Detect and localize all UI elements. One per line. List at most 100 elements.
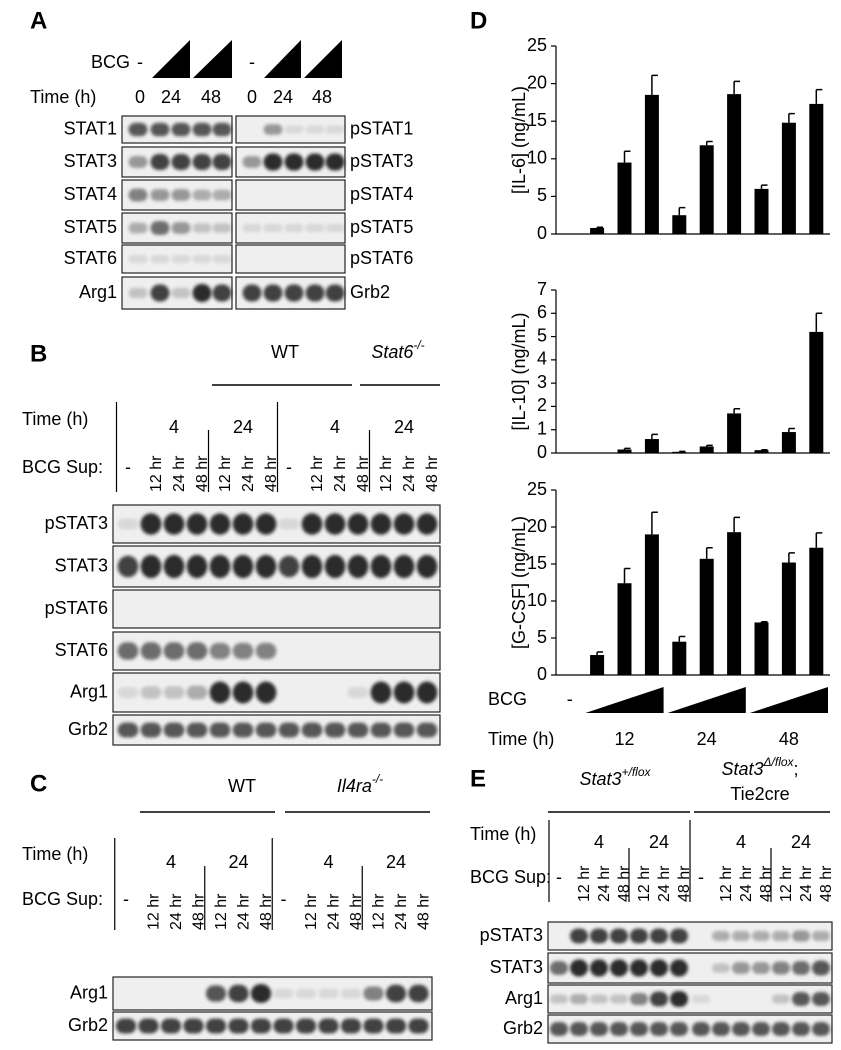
band — [370, 681, 392, 704]
lane-label: - — [281, 889, 287, 909]
band — [232, 513, 254, 535]
group-label: Stat6-/- — [371, 338, 424, 362]
y-axis-label: [IL-10] (ng/mL) — [509, 312, 529, 430]
error-bar — [651, 433, 658, 440]
band — [171, 154, 191, 170]
error-bar — [733, 516, 741, 533]
lane-label: 48 hr — [676, 865, 693, 902]
blot-label: STAT5 — [64, 217, 117, 237]
band — [232, 681, 254, 704]
lane-label: 24 hr — [738, 865, 755, 902]
group-label: WT — [271, 342, 299, 362]
band — [140, 722, 162, 738]
error-bar — [815, 312, 823, 332]
group-label-line2: Tie2cre — [730, 784, 789, 804]
lane-label: 24 hr — [171, 455, 188, 492]
blot — [112, 1011, 433, 1041]
y-tick-label: 2 — [537, 395, 547, 415]
band — [630, 993, 648, 1005]
band — [370, 554, 392, 579]
lane-label: 24 hr — [401, 455, 418, 492]
error-bar — [623, 567, 631, 584]
group-superscript: -/- — [372, 772, 383, 786]
lane-label: 12 hr — [309, 455, 326, 492]
band — [209, 681, 231, 704]
group-name: WT — [228, 776, 256, 796]
band — [324, 554, 346, 579]
y-tick-label: 20 — [527, 516, 547, 536]
row-label: Time (h) — [22, 844, 88, 864]
time-label: 12 — [614, 729, 634, 749]
blot-label: pSTAT3 — [350, 151, 413, 171]
row-label: BCG Sup: — [22, 457, 103, 477]
bar — [617, 449, 632, 453]
group-name: Stat6 — [371, 342, 414, 362]
lane-label: 24 hr — [326, 893, 343, 930]
y-tick-label: 10 — [527, 148, 547, 168]
band — [370, 513, 392, 535]
lane-label: 24 hr — [168, 893, 185, 930]
lane-label: - — [286, 457, 292, 477]
band — [209, 722, 231, 738]
time-label: 24 — [161, 87, 181, 107]
time-label: 48 — [312, 87, 332, 107]
row-label: BCG Sup: — [22, 889, 103, 909]
lane-label: 48 hr — [424, 455, 441, 492]
band — [347, 513, 369, 535]
error-bar — [815, 532, 823, 548]
band — [393, 722, 415, 738]
blot-label: Arg1 — [79, 282, 117, 302]
y-tick-label: 3 — [537, 372, 547, 392]
band — [325, 125, 345, 134]
band — [163, 554, 185, 579]
y-tick-label: 0 — [537, 223, 547, 243]
error-bar — [760, 184, 768, 189]
lane-label: - — [698, 867, 704, 887]
y-tick-label: 0 — [537, 442, 547, 462]
band — [278, 555, 300, 578]
panel-letter: E — [470, 765, 486, 792]
lane-label: 24 hr — [332, 455, 349, 492]
lane-label: 12 hr — [371, 893, 388, 930]
group-superscript: -/- — [413, 338, 424, 352]
band — [416, 681, 438, 704]
band — [186, 722, 208, 738]
band — [295, 1018, 317, 1034]
group-name: Il4ra — [337, 776, 372, 796]
group-label: Il4ra-/- — [337, 772, 383, 796]
row-label: BCG Sup: — [470, 867, 551, 887]
bar — [781, 432, 796, 453]
band — [812, 960, 830, 976]
band — [792, 961, 810, 975]
band — [305, 284, 325, 302]
band — [192, 223, 212, 233]
lane-label: - — [556, 867, 562, 887]
lane-label: 48 hr — [263, 455, 280, 492]
lane-label: 24 hr — [240, 455, 257, 492]
band — [209, 554, 231, 579]
lane-label: 48 hr — [758, 865, 775, 902]
band — [242, 156, 262, 168]
band — [171, 189, 191, 201]
band — [325, 223, 345, 233]
band — [570, 959, 588, 977]
band — [138, 1018, 159, 1034]
band — [610, 928, 628, 944]
blot-label: pSTAT6 — [350, 248, 413, 268]
time-label: 4 — [169, 417, 179, 437]
error-bar — [705, 140, 713, 146]
lane-label: 12 hr — [778, 865, 795, 902]
band — [128, 122, 148, 137]
band — [347, 686, 369, 699]
error-bar — [788, 112, 795, 123]
row-label: Time (h) — [488, 729, 554, 749]
error-bar — [651, 74, 658, 95]
blot-label: pSTAT3 — [480, 925, 543, 945]
dose-triangle — [585, 687, 664, 713]
band — [255, 513, 277, 535]
time-label: 48 — [201, 87, 221, 107]
dose-triangle — [193, 40, 232, 78]
y-axis-label: [IL-6] (ng/mL) — [509, 86, 529, 194]
band — [385, 984, 407, 1003]
lane-label: 12 hr — [576, 865, 593, 902]
